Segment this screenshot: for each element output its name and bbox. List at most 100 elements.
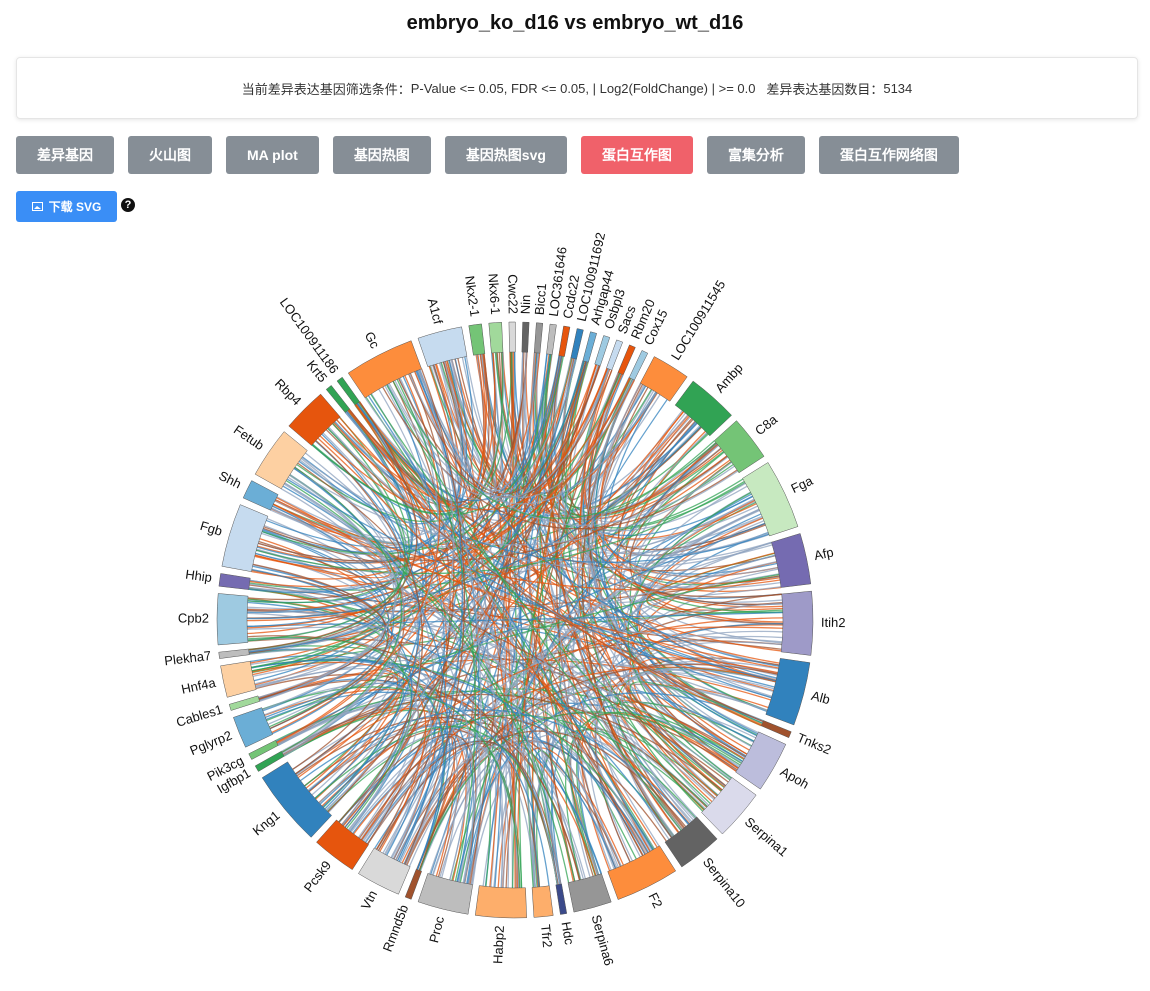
chord xyxy=(275,499,781,591)
chord xyxy=(627,492,752,779)
node-arc xyxy=(582,331,597,363)
node-label: Afp xyxy=(813,544,835,563)
chord xyxy=(251,352,496,580)
chord xyxy=(311,356,564,516)
node-arc xyxy=(242,480,279,511)
node-label: Cwc22 xyxy=(505,274,520,314)
node-arc xyxy=(531,885,554,918)
chord xyxy=(262,682,419,838)
node-arc xyxy=(488,322,504,354)
tab-button[interactable]: 差异基因 xyxy=(16,136,114,174)
node-label: Vtn xyxy=(358,888,380,912)
node-label: Hnf4a xyxy=(180,675,218,697)
chord xyxy=(273,503,779,669)
chord xyxy=(587,382,692,823)
chord xyxy=(382,389,653,854)
node-arc xyxy=(771,533,812,588)
chord xyxy=(256,360,463,564)
node-arc xyxy=(674,380,732,437)
chord xyxy=(247,608,387,725)
chord xyxy=(629,681,764,781)
node-label: Shh xyxy=(216,468,243,492)
node-arc xyxy=(216,593,249,646)
chord xyxy=(281,693,723,791)
node-arc xyxy=(336,376,360,406)
chord xyxy=(286,478,777,682)
tab-button[interactable]: 蛋白互作图 xyxy=(580,136,693,174)
node-arc xyxy=(248,739,279,760)
node-label: Rbp4 xyxy=(272,376,305,409)
node-arc xyxy=(474,885,527,919)
node-arc xyxy=(639,356,688,402)
tab-button[interactable]: MA plot xyxy=(226,136,319,174)
node-label: Serpina6 xyxy=(589,913,617,967)
node-label: Tnks2 xyxy=(795,730,833,757)
chord xyxy=(253,358,468,682)
chord xyxy=(334,421,777,682)
download-button[interactable]: 下载 SVG xyxy=(16,191,117,222)
chord xyxy=(454,358,723,791)
chord xyxy=(293,467,739,546)
chord xyxy=(256,480,745,575)
chord xyxy=(300,709,690,825)
chord xyxy=(403,353,548,865)
node-arc xyxy=(594,335,611,367)
node-arc xyxy=(404,868,422,900)
node-label: Serpina1 xyxy=(742,814,791,859)
chord xyxy=(258,540,729,783)
tab-button[interactable]: 基因热图 xyxy=(332,136,431,174)
tab-button[interactable]: 基因热图svg xyxy=(444,136,567,174)
node-arc xyxy=(316,819,370,870)
node-arc xyxy=(664,816,718,868)
chord xyxy=(394,368,610,499)
node-arc xyxy=(760,720,792,739)
node-label: Pglyrp2 xyxy=(188,728,234,759)
chord xyxy=(361,355,563,841)
node-arc xyxy=(533,322,544,354)
chord xyxy=(250,377,631,664)
chord xyxy=(484,355,562,887)
chord xyxy=(327,365,600,813)
tab-button[interactable]: 蛋白互作网络图 xyxy=(818,136,959,174)
chord xyxy=(396,369,464,862)
node-label: C8a xyxy=(752,411,781,438)
node-arc xyxy=(417,326,468,367)
chord xyxy=(257,368,608,564)
chord xyxy=(283,483,559,885)
node-label: Itih2 xyxy=(821,615,846,630)
chord xyxy=(283,688,745,760)
chord xyxy=(315,404,427,800)
node-arc xyxy=(347,340,422,399)
node-label: A1cf xyxy=(425,297,446,326)
chord xyxy=(418,711,741,871)
chord xyxy=(386,384,682,831)
chord xyxy=(418,369,634,498)
help-icon[interactable]: ? xyxy=(121,198,135,212)
chord xyxy=(326,372,619,812)
chord xyxy=(289,473,421,832)
node-label: Serpina10 xyxy=(700,855,749,911)
filter-panel: 当前差异表达基因筛选条件： P-Value <= 0.05, FDR <= 0.… xyxy=(16,57,1138,119)
chord xyxy=(322,432,481,885)
node-arc xyxy=(288,393,341,446)
node-arc xyxy=(701,777,757,835)
chords xyxy=(246,351,783,889)
node-label: Nkx2-1 xyxy=(462,275,482,318)
tab-button[interactable]: 富集分析 xyxy=(706,136,805,174)
node-arc xyxy=(521,321,530,353)
chord xyxy=(359,401,448,860)
node-label: Fetub xyxy=(231,422,267,453)
filter-conditions: P-Value <= 0.05, FDR <= 0.05, | Log2(Fol… xyxy=(410,80,756,96)
page-title: embryo_ko_d16 vs embryo_wt_d16 xyxy=(406,12,744,34)
node-label: Bicc1 xyxy=(532,283,550,316)
chord xyxy=(342,554,776,826)
chord xyxy=(333,410,429,519)
tab-button[interactable]: 火山图 xyxy=(128,136,212,174)
node-label: F2 xyxy=(645,890,665,910)
chord xyxy=(247,426,702,620)
chord xyxy=(301,456,772,699)
chord xyxy=(255,552,387,699)
chord-diagram: A1cf Nkx2-1 Nkx6-1 Cwc22NinBicc1LOC361646Cc… xyxy=(163,231,846,967)
chord xyxy=(325,429,764,723)
